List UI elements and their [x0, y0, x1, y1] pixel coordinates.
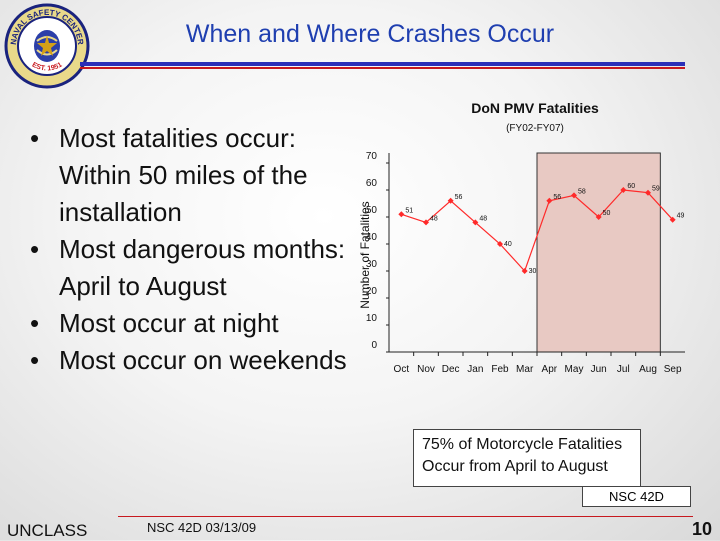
- x-tick-label: Dec: [442, 364, 460, 375]
- header-rule-red: [80, 67, 685, 69]
- header-rule-blue: [80, 62, 685, 66]
- y-tick-label: 40: [366, 232, 378, 243]
- data-point: [521, 268, 528, 274]
- data-point: [595, 214, 602, 220]
- footer-rule: [118, 516, 693, 517]
- bullet-text: Most occur at night: [59, 308, 279, 338]
- x-tick-label: May: [565, 364, 584, 375]
- data-point: [546, 197, 553, 204]
- data-label: 49: [677, 213, 685, 220]
- chart-y-axis-label: Number of Fatalities: [358, 201, 372, 308]
- data-label: 59: [652, 186, 660, 193]
- x-tick-label: Sep: [664, 364, 682, 375]
- bullet-text: Most fatalities occur: Within 50 miles o…: [59, 123, 308, 227]
- series-line: [401, 189, 674, 273]
- chart-title: DoN PMV Fatalities: [471, 100, 599, 116]
- data-point: [620, 187, 627, 193]
- bullet-item: • Most occur on weekends: [30, 342, 350, 379]
- bullet-item: • Most occur at night: [30, 305, 350, 342]
- svg-text:EST. 1951: EST. 1951: [31, 61, 64, 72]
- data-point: [423, 219, 429, 226]
- motorcycle-callout: 75% of Motorcycle Fatalities Occur from …: [413, 429, 641, 487]
- y-tick-label: 30: [366, 259, 378, 270]
- bullet-dot-icon: •: [30, 345, 40, 375]
- bullet-dot-icon: •: [30, 308, 40, 338]
- data-label: 48: [430, 215, 438, 222]
- classification-label: UNCLASS: [7, 521, 88, 540]
- data-point: [497, 241, 503, 247]
- y-tick-label: 50: [366, 205, 378, 216]
- page-title: When and Where Crashes Occur: [185, 20, 555, 48]
- page-number: 10: [692, 519, 713, 539]
- data-point: [571, 192, 577, 199]
- document-id: NSC 42D 03/13/09: [147, 520, 257, 535]
- data-label: 30: [529, 268, 537, 275]
- x-tick-label: Feb: [491, 364, 509, 375]
- chart-subtitle: (FY02-FY07): [506, 123, 564, 134]
- data-point: [645, 189, 651, 196]
- bullet-dot-icon: •: [30, 123, 40, 153]
- y-tick-label: 70: [366, 151, 378, 162]
- data-point: [398, 211, 405, 218]
- nsc-label-box: NSC 42D: [582, 486, 691, 507]
- bullet-text: Most dangerous months: April to August: [59, 234, 346, 301]
- y-tick-label: 60: [366, 178, 378, 189]
- y-tick-label: 10: [366, 313, 378, 324]
- y-tick-label: 20: [366, 286, 378, 297]
- data-label: 48: [479, 215, 487, 222]
- logo-bottom-text: EST. 1951: [31, 61, 64, 72]
- callout-line-1: 75% of Motorcycle Fatalities: [422, 436, 623, 453]
- data-label: 40: [504, 241, 512, 248]
- callout-line-2: Occur from April to August: [422, 458, 608, 475]
- bullet-item: • Most dangerous months: April to August: [30, 231, 350, 305]
- x-tick-label: Jun: [591, 364, 607, 375]
- x-tick-label: Aug: [639, 364, 657, 375]
- data-point: [447, 197, 454, 204]
- data-label: 56: [553, 194, 561, 201]
- data-label: 58: [578, 188, 586, 195]
- y-tick-label: 0: [371, 340, 377, 351]
- data-label: 56: [455, 194, 463, 201]
- data-point: [472, 219, 479, 226]
- bullet-text: Most occur on weekends: [59, 345, 347, 375]
- bullet-list: • Most fatalities occur: Within 50 miles …: [30, 120, 350, 379]
- x-tick-label: Mar: [516, 364, 534, 375]
- bullet-item: • Most fatalities occur: Within 50 miles …: [30, 120, 350, 231]
- x-tick-label: Nov: [417, 364, 435, 375]
- data-label: 50: [603, 210, 611, 217]
- x-tick-label: Jul: [617, 364, 630, 375]
- x-tick-label: Oct: [394, 364, 410, 375]
- data-label: 51: [405, 207, 413, 214]
- x-tick-label: Apr: [542, 364, 558, 375]
- fatalities-line-chart: DoN PMV Fatalities (FY02-FY07) Number of…: [358, 100, 685, 375]
- highlight-band: [536, 152, 661, 353]
- star-icon: [37, 35, 57, 56]
- bullet-dot-icon: •: [30, 234, 40, 264]
- x-tick-label: Jan: [467, 364, 483, 375]
- data-label: 60: [627, 183, 635, 190]
- naval-safety-center-logo: NAVAL SAFETY CENTER EST. 1951: [4, 3, 90, 89]
- data-point: [669, 216, 676, 223]
